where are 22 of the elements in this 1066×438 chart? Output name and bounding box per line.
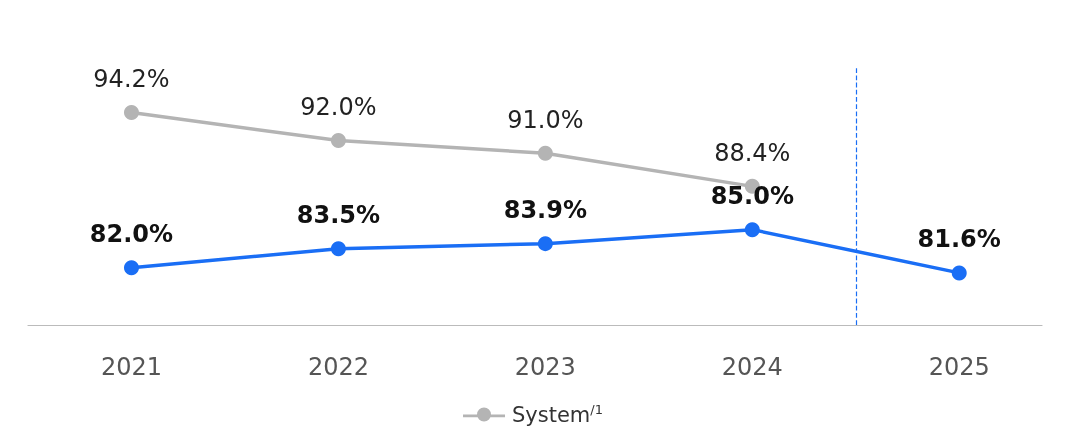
data-label: 85.0% bbox=[710, 182, 794, 211]
point bbox=[330, 133, 346, 149]
data-label: 83.9% bbox=[503, 196, 587, 225]
point bbox=[537, 236, 553, 252]
point bbox=[330, 241, 346, 257]
data-label: 88.4% bbox=[714, 138, 791, 167]
data-label: 94.2% bbox=[93, 65, 170, 94]
data-label: 83.5% bbox=[296, 201, 381, 230]
data-label: 92.0% bbox=[300, 93, 377, 122]
x-tick-label: 2023 bbox=[514, 353, 576, 381]
x-tick-label: 2025 bbox=[928, 353, 990, 381]
point bbox=[537, 145, 553, 161]
point bbox=[123, 260, 139, 276]
x-tick-label: 2021 bbox=[100, 353, 163, 381]
point bbox=[123, 105, 139, 121]
point bbox=[744, 222, 760, 238]
data-label: 81.6% bbox=[917, 225, 1001, 254]
x-tick-label: 2022 bbox=[307, 353, 369, 381]
data-label: 91.0% bbox=[507, 105, 584, 134]
point bbox=[951, 265, 967, 281]
x-tick-label: 2024 bbox=[721, 353, 783, 381]
data-label: 82.0% bbox=[89, 220, 174, 249]
